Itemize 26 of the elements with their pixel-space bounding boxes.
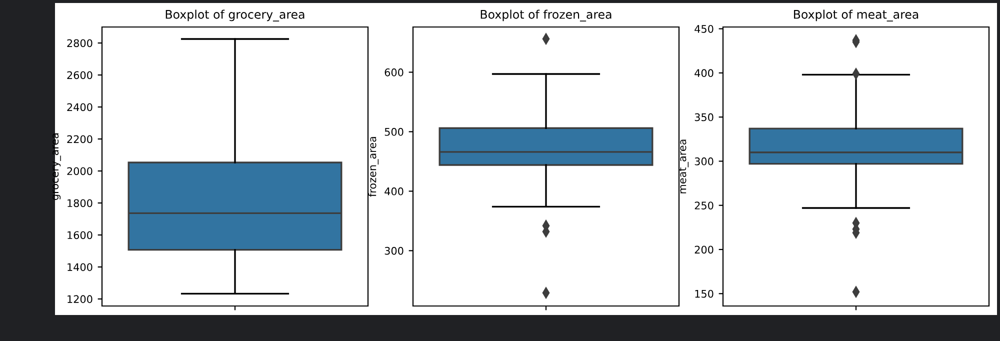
y-tick-label: 300 bbox=[694, 157, 714, 166]
y-tick-label: 300 bbox=[384, 246, 404, 255]
y-tick-label: 1800 bbox=[68, 199, 92, 208]
chart-title: Boxplot of grocery_area bbox=[166, 10, 304, 22]
y-tick-label: 1200 bbox=[68, 295, 92, 304]
y-tick-label: 2600 bbox=[67, 71, 92, 80]
chart-title: Boxplot of meat_area bbox=[794, 10, 918, 22]
y-tick-label: 500 bbox=[384, 128, 404, 136]
y-tick-label: 150 bbox=[695, 290, 714, 298]
y-axis-title: grocery_area bbox=[52, 133, 61, 200]
y-tick-label: 2400 bbox=[67, 103, 92, 112]
y-tick-label: 2000 bbox=[67, 167, 92, 176]
y-tick-label: 350 bbox=[694, 113, 714, 122]
y-tick-label: 2800 bbox=[67, 39, 92, 48]
y-tick-label: 400 bbox=[384, 187, 404, 196]
chart-title: Boxplot of frozen_area bbox=[480, 10, 612, 22]
y-tick-label: 2200 bbox=[67, 135, 92, 144]
y-tick-label: 1600 bbox=[68, 231, 92, 240]
y-tick-label: 250 bbox=[694, 202, 714, 210]
y-tick-label: 600 bbox=[384, 68, 404, 76]
y-axis-title: meat_area bbox=[678, 140, 689, 194]
y-axis-title: frozen_area bbox=[368, 136, 379, 197]
y-tick-label: 400 bbox=[694, 69, 714, 78]
y-tick-label: 1400 bbox=[68, 263, 92, 272]
y-tick-label: 200 bbox=[694, 246, 714, 254]
y-tick-label: 450 bbox=[694, 24, 714, 33]
